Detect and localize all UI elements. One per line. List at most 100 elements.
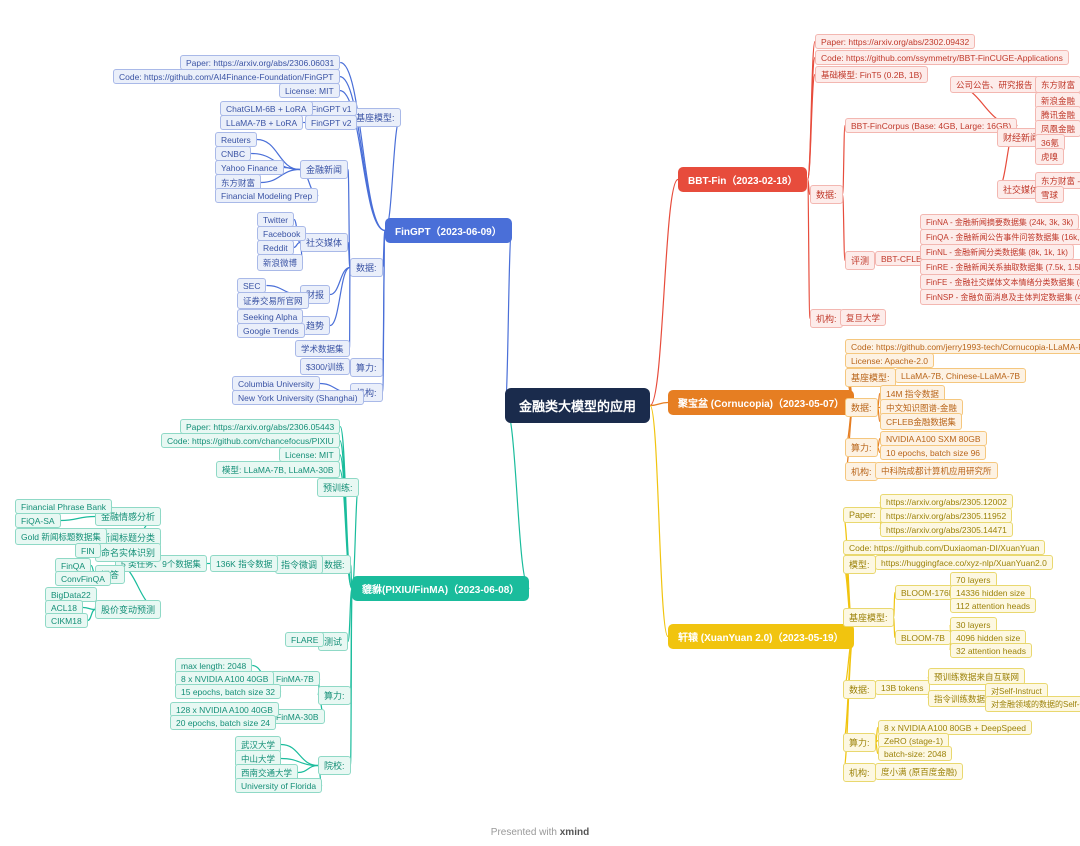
- xuan-instruct-1: 对金融领域的数据的Self-QA得到信息: [985, 696, 1080, 712]
- xuan-b176-2: 112 attention heads: [950, 598, 1036, 613]
- bbt-eval-1: FinQA - 金融新闻公告事件问答数据集 (16k, 2k, 2k): [920, 229, 1080, 245]
- pixiu-ner: 命名实体识别: [95, 543, 161, 562]
- bbt-top-1: Code: https://github.com/ssymmetry/BBT-F…: [815, 50, 1069, 65]
- pixiu-finma30-1: 20 epochs, batch size 24: [170, 715, 276, 730]
- branch-bbtfin[interactable]: BBT-Fin（2023-02-18）: [678, 167, 807, 192]
- bbt-eval-label: 评测: [845, 251, 875, 270]
- xuan-paper-2: https://arxiv.org/abs/2305.14471: [880, 522, 1013, 537]
- xuan-org-label: 机构:: [843, 763, 876, 782]
- fingpt-v2: FinGPT v2: [305, 115, 357, 130]
- bbt-top-0: Paper: https://arxiv.org/abs/2302.09432: [815, 34, 975, 49]
- xuan-paper-label: Paper:: [843, 507, 882, 523]
- branch-xuanyuan[interactable]: 轩辕 (XuanYuan 2.0)（2023-05-19）: [668, 624, 854, 649]
- footer: Presented with xmind: [491, 827, 589, 838]
- pixiu-top-3: 模型: LLaMA-7B, LLaMA-30B: [216, 461, 340, 478]
- pixiu-top-1: Code: https://github.com/chancefocus/PIX…: [161, 433, 340, 448]
- xuan-data-tokens: 13B tokens: [875, 680, 930, 695]
- bbt-social-1: 雪球: [1035, 186, 1064, 203]
- fingpt-compute-label: 算力:: [350, 358, 383, 377]
- cornu-base: LLaMA-7B, Chinese-LLaMA-7B: [895, 368, 1026, 383]
- fingpt-social-1: Facebook: [257, 226, 306, 241]
- pixiu-top-2: License: MIT: [279, 447, 340, 462]
- bbt-eval-0: FinNA - 金融新闻摘要数据集 (24k, 3k, 3k): [920, 214, 1079, 230]
- pixiu-instruct-n: 136K 指令数据: [210, 555, 278, 572]
- pixiu-top-0: Paper: https://arxiv.org/abs/2306.05443: [180, 419, 340, 434]
- fingpt-social-2: Reddit: [257, 240, 294, 255]
- branch-fingpt[interactable]: FinGPT（2023-06-09）: [385, 218, 512, 243]
- xuan-model-label: 模型:: [843, 555, 876, 574]
- pixiu-instruct: 指令微调: [275, 555, 323, 574]
- bbt-news-4: 虎嗅: [1035, 148, 1064, 165]
- bbt-corpus: BBT-FinCorpus (Base: 4GB, Large: 16GB): [845, 118, 1017, 133]
- fingpt-top-1: Code: https://github.com/AI4Finance-Foun…: [113, 69, 340, 84]
- xuan-compute-2: batch-size: 2048: [878, 746, 952, 761]
- cornu-compute-label: 算力:: [845, 438, 878, 457]
- xuan-b7-2: 32 attention heads: [950, 643, 1032, 658]
- bbt-eval-4: FinFE - 金融社交媒体文本情绪分类数据集 (8k,1k,1k): [920, 274, 1080, 290]
- fingpt-data-label: 数据:: [350, 258, 383, 277]
- bbt-eval-2: FinNL - 金融新闻分类数据集 (8k, 1k, 1k): [920, 244, 1074, 260]
- fingpt-org-1: New York University (Shanghai): [232, 390, 364, 405]
- fingpt-v2-base: LLaMA-7B + LoRA: [220, 115, 303, 130]
- cornu-top-1: License: Apache-2.0: [845, 353, 934, 368]
- fingpt-filing-1: 证券交易所官网: [237, 292, 309, 309]
- xuan-instruct: 指令训练数据: [928, 690, 991, 707]
- xuan-compute-label: 算力:: [843, 733, 876, 752]
- pixiu-pretrain: 预训练:: [317, 478, 359, 497]
- fingpt-top-2: License: MIT: [279, 83, 340, 98]
- pixiu-stock: 股价变动预测: [95, 600, 161, 619]
- xuan-code: Code: https://github.com/Duxiaoman-DI/Xu…: [843, 540, 1045, 555]
- fingpt-org-0: Columbia University: [232, 376, 320, 391]
- xuan-paper-0: https://arxiv.org/abs/2305.12002: [880, 494, 1013, 509]
- bbt-org-label: 机构:: [810, 309, 843, 328]
- fingpt-news-2: Yahoo Finance: [215, 160, 284, 175]
- fingpt-v1-base: ChatGLM-6B + LoRA: [220, 101, 313, 116]
- footer-brand: xmind: [560, 827, 589, 838]
- cornu-data-2: CFLEB金融数据集: [880, 413, 962, 430]
- xuan-model: https://huggingface.co/xyz-nlp/XuanYuan2…: [875, 555, 1053, 570]
- fingpt-news-0: Reuters: [215, 132, 257, 147]
- footer-prefix: Presented with: [491, 827, 560, 838]
- xuan-paper-1: https://arxiv.org/abs/2305.11952: [880, 508, 1012, 523]
- pixiu-qa-1: ConvFinQA: [55, 571, 111, 586]
- xuan-bloom7: BLOOM-7B: [895, 630, 951, 645]
- pixiu-compute-label: 算力:: [318, 686, 351, 705]
- fingpt-trend-1: Google Trends: [237, 323, 305, 338]
- fingpt-v1: FinGPT v1: [305, 101, 357, 116]
- fingpt-social-label: 社交媒体: [300, 233, 348, 252]
- fingpt-news-1: CNBC: [215, 146, 251, 161]
- bbt-eval-3: FinRE - 金融新闻关系抽取数据集 (7.5k, 1.5k, 3.7k): [920, 259, 1080, 275]
- cornu-compute-0: NVIDIA A100 SXM 80GB: [880, 431, 987, 446]
- fingpt-news-4: Financial Modeling Prep: [215, 188, 318, 203]
- cornu-top-0: Code: https://github.com/jerry1993-tech/…: [845, 339, 1080, 354]
- pixiu-ner-item: FIN: [75, 543, 101, 558]
- bbt-announce: 公司公告、研究报告: [950, 76, 1039, 93]
- pixiu-sent-1: FiQA-SA: [15, 513, 61, 528]
- pixiu-org-3: University of Florida: [235, 778, 322, 793]
- fingpt-top-0: Paper: https://arxiv.org/abs/2306.06031: [180, 55, 340, 70]
- branch-cornu[interactable]: 聚宝盆 (Cornucopia)（2023-05-07）: [668, 390, 854, 415]
- pixiu-finma7-2: 15 epochs, batch size 32: [175, 684, 281, 699]
- pixiu-test: FLARE: [285, 632, 324, 647]
- branch-pixiu[interactable]: 貔貅(PIXIU/FinMA)（2023-06-08）: [352, 576, 529, 601]
- fingpt-academic: 学术数据集: [295, 340, 350, 357]
- cornu-org: 中科院成都计算机应用研究所: [875, 462, 998, 479]
- fingpt-social-0: Twitter: [257, 212, 294, 227]
- fingpt-filing-0: SEC: [237, 278, 266, 293]
- root-node[interactable]: 金融类大模型的应用: [505, 388, 650, 423]
- pixiu-stock-2: CIKM18: [45, 613, 88, 628]
- fingpt-base-label: 基座模型:: [350, 108, 401, 127]
- bbt-eval-5: FinNSP - 金融负面消息及主体判定数据集 (4.8k, 0.6k, 0.6…: [920, 289, 1080, 305]
- fingpt-news-label: 金融新闻: [300, 160, 348, 179]
- fingpt-trend-0: Seeking Alpha: [237, 309, 303, 324]
- bbt-top-2: 基础模型: FinT5 (0.2B, 1B): [815, 66, 928, 83]
- bbt-announce-src: 东方财富: [1035, 76, 1080, 93]
- fingpt-compute: $300/训练: [300, 358, 350, 375]
- xuan-base-label: 基座模型:: [843, 608, 894, 627]
- fingpt-social-3: 新浪微博: [257, 254, 303, 271]
- pixiu-sent-0: Financial Phrase Bank: [15, 499, 112, 514]
- cornu-data-label: 数据:: [845, 398, 878, 417]
- cornu-compute-1: 10 epochs, batch size 96: [880, 445, 986, 460]
- xuan-org: 度小满 (原百度金融): [875, 763, 963, 780]
- xuan-data-label: 数据:: [843, 680, 876, 699]
